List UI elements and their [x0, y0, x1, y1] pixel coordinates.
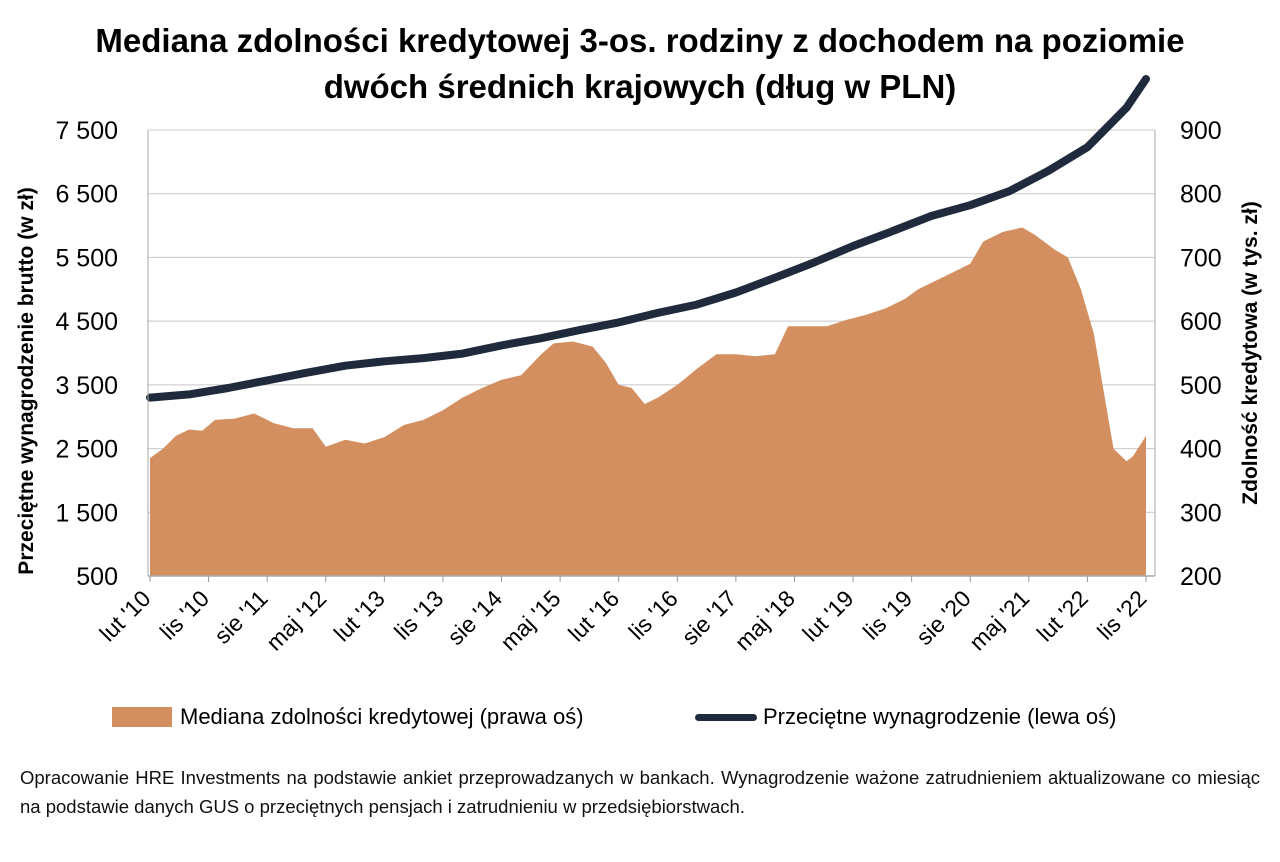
y-right-tick-label: 500 — [1180, 372, 1222, 400]
y-right-tick-label: 900 — [1180, 117, 1222, 145]
x-tick-label: lis '19 — [858, 585, 917, 644]
legend-item-area: Mediana zdolności kredytowej (prawa oś) — [112, 704, 584, 730]
y-left-tick-label: 7 500 — [55, 117, 118, 145]
x-tick-label: lut '13 — [329, 585, 390, 646]
x-tick-label: lut '10 — [94, 585, 155, 646]
x-tick-label: lut '22 — [1032, 585, 1093, 646]
legend-item-line: Przeciętne wynagrodzenie (lewa oś) — [695, 704, 1116, 730]
y-left-tick-label: 2 500 — [55, 436, 118, 464]
x-tick-label: maj '21 — [964, 585, 1034, 655]
chart-legend: Mediana zdolności kredytowej (prawa oś) … — [0, 704, 1280, 738]
x-tick-label: lut '19 — [797, 585, 858, 646]
y-left-tick-label: 6 500 — [55, 181, 118, 209]
series-area-mediana — [150, 227, 1146, 576]
chart-title: Mediana zdolności kredytowej 3-os. rodzi… — [0, 18, 1280, 110]
y-left-axis-label: Przeciętne wynagrodzenie brutto (w zł) — [15, 187, 38, 574]
legend-swatch-area — [112, 707, 172, 727]
y-left-tick-label: 5 500 — [55, 244, 118, 272]
x-tick-label: maj '12 — [261, 585, 331, 655]
series-line-wynagrodzenie — [146, 75, 1150, 402]
x-tick-label: lis '10 — [155, 585, 214, 644]
x-tick-label: maj '15 — [495, 585, 565, 655]
source-note: Opracowanie HRE Investments na podstawie… — [20, 767, 1260, 817]
y-right-tick-label: 600 — [1180, 308, 1222, 336]
chart-canvas: 500 1 500 2 500 3 500 4 500 5 500 6 500 7 500 20… — [15, 75, 1262, 655]
y-right-tick-label: 400 — [1180, 436, 1222, 464]
y-left-tick-label: 4 500 — [55, 308, 118, 336]
y-right-tick-label: 300 — [1180, 499, 1222, 527]
y-right-axis-label: Zdolność kredytowa (w tys. zł) — [1239, 201, 1262, 504]
x-tick-label: lis '16 — [623, 585, 682, 644]
y-right-tick-label: 200 — [1180, 563, 1222, 591]
x-tick-label: lut '16 — [563, 585, 624, 646]
y-right-tick-label: 800 — [1180, 181, 1222, 209]
legend-swatch-line — [695, 713, 757, 721]
y-left-tick-label: 500 — [76, 563, 118, 591]
chart-title-line-2: dwóch średnich krajowych (dług w PLN) — [323, 68, 957, 105]
chart-title-line-1: Mediana zdolności kredytowej 3-os. rodzi… — [95, 22, 1185, 59]
x-tick-label: lis '13 — [389, 585, 448, 644]
y-right-tick-label: 700 — [1180, 244, 1222, 272]
y-left-tick-label: 1 500 — [55, 499, 118, 527]
legend-label-line: Przeciętne wynagrodzenie (lewa oś) — [763, 704, 1117, 729]
legend-label-area: Mediana zdolności kredytowej (prawa oś) — [180, 704, 584, 729]
x-tick-label: maj '18 — [730, 585, 800, 655]
y-left-tick-label: 3 500 — [55, 372, 118, 400]
x-tick-label: lis '22 — [1092, 585, 1151, 644]
